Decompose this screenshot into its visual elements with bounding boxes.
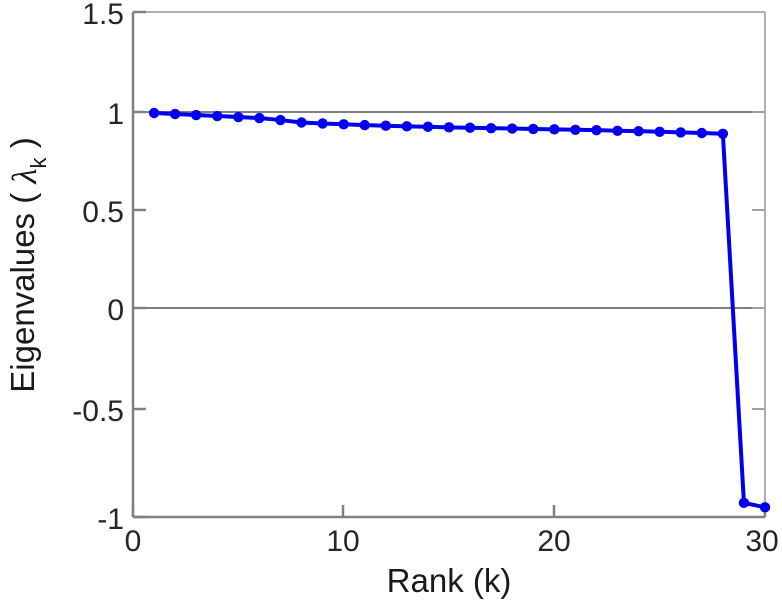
x-tick-label-30: 30 bbox=[745, 525, 778, 558]
series-markers bbox=[148, 107, 771, 513]
plot-area-background bbox=[133, 12, 765, 517]
y-tick-label-minus-1: -1 bbox=[97, 503, 124, 536]
x-tick-label-0: 0 bbox=[125, 525, 142, 558]
y-axis-title-subscript: k bbox=[26, 156, 51, 168]
data-point bbox=[507, 123, 518, 134]
x-tick-label-10: 10 bbox=[326, 525, 359, 558]
data-point bbox=[169, 108, 181, 120]
data-point bbox=[759, 502, 771, 513]
data-point bbox=[317, 118, 328, 129]
data-point bbox=[275, 114, 286, 126]
svg-text:Eigenvalues ( λk ): Eigenvalues ( λk ) bbox=[4, 137, 51, 392]
y-axis-title-lambda: λ bbox=[5, 168, 44, 184]
data-point bbox=[485, 122, 497, 134]
series-eigenvalues bbox=[148, 107, 771, 513]
y-axis-title-main: Eigenvalues ( bbox=[4, 184, 41, 393]
data-point bbox=[338, 119, 349, 130]
data-point bbox=[422, 121, 434, 132]
data-point bbox=[528, 123, 539, 135]
y-axis-title: Eigenvalues ( λk ) bbox=[4, 137, 51, 392]
data-point bbox=[675, 127, 686, 138]
data-point bbox=[570, 124, 581, 135]
y-tick-label-0: 0 bbox=[107, 294, 124, 327]
data-point bbox=[296, 117, 307, 128]
data-point bbox=[464, 122, 476, 133]
data-point bbox=[254, 112, 265, 124]
data-point bbox=[591, 124, 602, 136]
data-point bbox=[401, 121, 413, 132]
data-point bbox=[212, 110, 223, 122]
data-point bbox=[633, 125, 644, 137]
data-point bbox=[191, 109, 202, 121]
x-tick-label-20: 20 bbox=[537, 525, 570, 558]
y-tick-marks bbox=[133, 10, 765, 519]
data-point bbox=[359, 119, 370, 131]
data-point bbox=[380, 120, 391, 131]
data-point bbox=[443, 122, 455, 133]
y-tick-label-minus-0-5: -0.5 bbox=[72, 395, 124, 428]
y-axis-title-close: ) bbox=[4, 137, 41, 157]
data-point bbox=[612, 125, 623, 136]
data-point bbox=[148, 107, 160, 119]
data-point bbox=[696, 127, 707, 139]
y-tick-label-1-5: 1.5 bbox=[82, 0, 124, 31]
data-point bbox=[717, 128, 729, 140]
data-point bbox=[549, 124, 560, 135]
data-point bbox=[233, 111, 244, 123]
x-axis-title: Rank (k) bbox=[387, 562, 512, 599]
y-tick-label-0-5: 0.5 bbox=[82, 196, 124, 229]
data-point bbox=[738, 497, 750, 509]
data-point bbox=[654, 126, 665, 137]
y-tick-label-1: 1 bbox=[107, 98, 124, 131]
